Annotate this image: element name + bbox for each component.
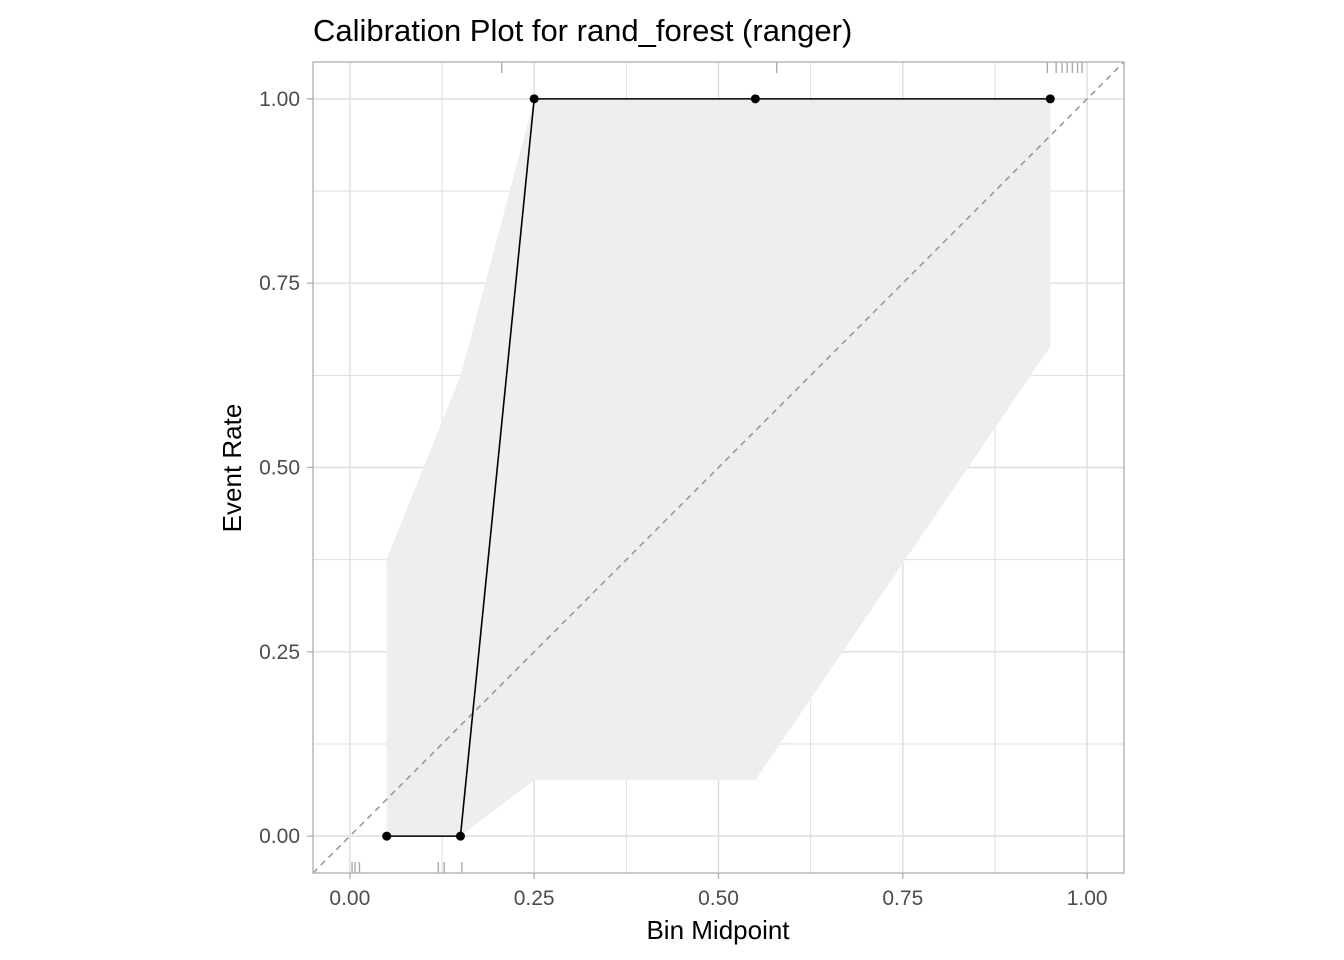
plot-panel: 0.00 0.25 0.50 0.75 1.00 0.00 0.25 0.50 0.75 1.00 — [259, 61, 1125, 910]
reference-diagonal-line — [313, 62, 1124, 873]
x-axis-label: Bin Midpoint — [646, 915, 790, 945]
data-point — [750, 94, 760, 104]
y-tick-label: 0.50 — [259, 457, 300, 480]
x-tick-label: 0.25 — [514, 887, 555, 910]
y-tick-label: 0.75 — [259, 272, 300, 295]
y-tick-label: 0.00 — [259, 825, 300, 848]
chart-title: Calibration Plot for rand_forest (ranger… — [313, 13, 852, 48]
data-point — [455, 831, 465, 841]
data-point — [1045, 94, 1055, 104]
x-tick-label: 0.50 — [698, 887, 739, 910]
y-tick-label: 1.00 — [259, 88, 300, 111]
y-axis-label: Event Rate — [217, 404, 247, 533]
data-point — [529, 94, 539, 104]
x-tick-label: 1.00 — [1067, 887, 1108, 910]
x-tick-label: 0.00 — [329, 887, 370, 910]
x-tick-label: 0.75 — [882, 887, 923, 910]
data-point — [382, 831, 392, 841]
y-tick-label: 0.25 — [259, 641, 300, 664]
